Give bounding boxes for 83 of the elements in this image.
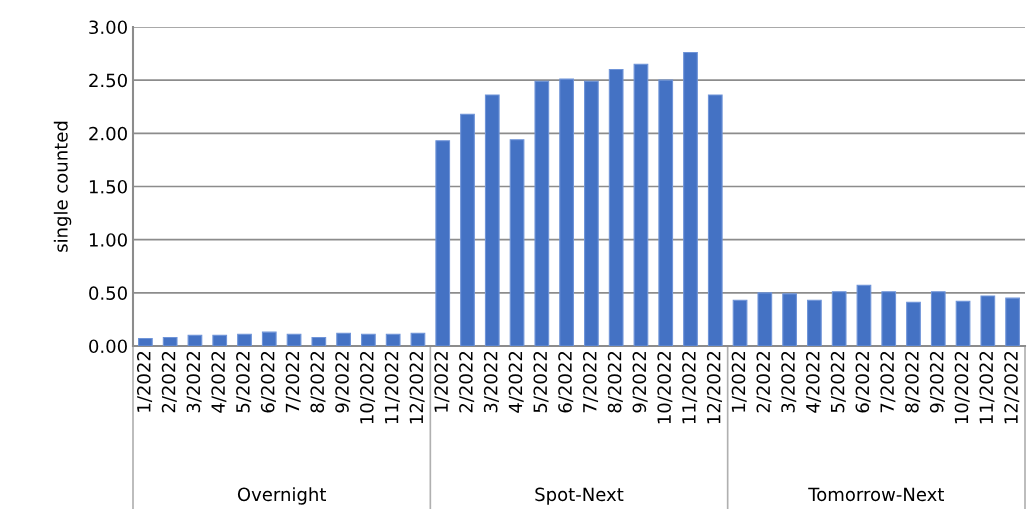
- x-tick-label: 12/2022: [409, 351, 425, 424]
- x-tick-label: 3/2022: [781, 351, 797, 413]
- bar: [930, 291, 946, 346]
- x-tick-label: 2/2022: [161, 351, 177, 413]
- x-tick-label: 1/2022: [136, 351, 153, 412]
- bar: [138, 338, 153, 346]
- x-tick-label: 1/2022: [731, 351, 747, 412]
- x-tick-label: 9/2022: [632, 351, 648, 413]
- x-tick-label: 3/2022: [186, 351, 202, 413]
- bar: [410, 332, 426, 346]
- x-tick-label: 8/2022: [905, 351, 921, 413]
- bar: [237, 333, 252, 346]
- bar: [683, 51, 698, 346]
- y-tick-label: 2.50: [89, 73, 127, 88]
- x-tick-label: 7/2022: [880, 351, 896, 413]
- y-axis-title: single counted: [53, 121, 72, 252]
- bar: [187, 334, 203, 346]
- y-tick-label: 0.50: [89, 286, 127, 300]
- bar: [484, 94, 500, 346]
- bar: [435, 140, 451, 346]
- bar: [559, 78, 574, 346]
- x-tick-label: 9/2022: [929, 351, 945, 413]
- bar: [212, 334, 228, 346]
- bar: [658, 79, 674, 346]
- x-tick-label: 2/2022: [756, 351, 772, 413]
- y-tick-label: 3.00: [89, 20, 127, 35]
- x-tick-label: 1/2022: [434, 351, 450, 412]
- x-tick-label: 5/2022: [830, 351, 846, 413]
- x-tick-label: 4/2022: [805, 351, 822, 413]
- bar: [460, 113, 475, 346]
- x-tick-label: 6/2022: [855, 351, 871, 413]
- y-tick-label: 2.00: [89, 126, 127, 141]
- text: Tomorrow-Next: [808, 487, 944, 502]
- x-tick-label: 6/2022: [260, 351, 276, 413]
- x-tick-label: 12/2022: [1004, 351, 1020, 424]
- bar: [509, 139, 525, 346]
- x-tick-label: 7/2022: [582, 351, 599, 413]
- x-tick-label: 6/2022: [558, 351, 574, 413]
- bar: [980, 295, 996, 346]
- bar: [881, 291, 897, 346]
- bar: [261, 331, 277, 346]
- text: Spot-Next: [535, 487, 624, 505]
- x-tick-label: 5/2022: [533, 351, 549, 413]
- x-tick-label: 8/2022: [607, 351, 623, 413]
- x-tick-label: 10/2022: [657, 351, 673, 424]
- text: Overnight: [237, 487, 327, 505]
- x-tick-label: 11/2022: [682, 351, 698, 424]
- bar: [162, 336, 178, 346]
- bar: [807, 299, 822, 346]
- x-tick-label: 10/2022: [954, 351, 970, 424]
- x-tick-label: 9/2022: [335, 351, 351, 413]
- bar: [782, 293, 797, 346]
- x-tick-label: 8/2022: [310, 351, 326, 413]
- bar: [1005, 297, 1020, 346]
- bar: [707, 94, 723, 346]
- x-tick-label: 12/2022: [706, 351, 722, 424]
- bar: [534, 80, 550, 346]
- bar: [336, 332, 351, 346]
- y-tick-label: 1.00: [89, 233, 127, 247]
- x-tick-label: 4/2022: [508, 351, 524, 413]
- x-tick-label: 11/2022: [979, 351, 995, 424]
- bar: [732, 299, 748, 346]
- x-tick-label: 2/2022: [459, 351, 475, 413]
- bar: [286, 333, 302, 346]
- x-tick-label: 10/2022: [359, 351, 376, 424]
- bar: [584, 80, 599, 346]
- bar: [906, 301, 921, 346]
- y-tick-label: 0.00: [89, 339, 127, 354]
- bar: [608, 68, 624, 346]
- bar: [385, 333, 401, 346]
- x-tick-label: 4/2022: [211, 351, 227, 413]
- x-tick-label: 3/2022: [483, 351, 499, 413]
- x-tick-label: 7/2022: [285, 351, 301, 413]
- y-tick-label: 1.50: [89, 179, 127, 194]
- bar: [633, 63, 649, 346]
- x-tick-label: 11/2022: [384, 351, 400, 424]
- x-tick-label: 5/2022: [236, 351, 252, 413]
- bar: [311, 336, 327, 346]
- bar: [757, 292, 773, 346]
- bar: [856, 284, 872, 346]
- bar: [955, 300, 971, 346]
- bar: [361, 333, 376, 346]
- bar: [831, 291, 847, 346]
